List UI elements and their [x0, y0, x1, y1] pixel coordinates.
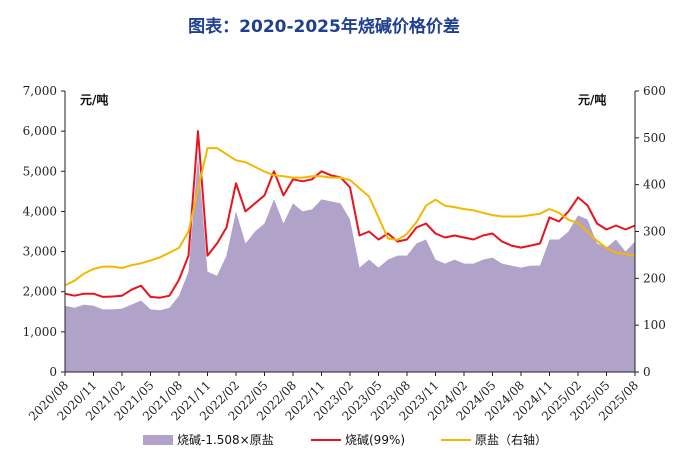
- right-tick-label: 500: [643, 131, 666, 145]
- left-tick-label: 0: [49, 365, 57, 379]
- line-series-path-1: [64, 130, 636, 299]
- left-tick-label: 6,000: [23, 124, 57, 138]
- line-series-path-2: [64, 147, 636, 287]
- legend-label: 烧碱(99%): [345, 433, 405, 447]
- area-series: [65, 155, 635, 372]
- left-tick-label: 5,000: [23, 164, 57, 178]
- right-tick-label: 400: [643, 178, 666, 192]
- left-axis-unit: 元/吨: [80, 92, 108, 107]
- legend-label: 原盐（右轴）: [475, 432, 547, 447]
- right-axis-unit: 元/吨: [578, 92, 606, 107]
- legend: 烧碱-1.508×原盐 烧碱(99%) 原盐（右轴）: [143, 432, 547, 447]
- right-tick-label: 300: [643, 225, 666, 239]
- left-tick-label: 1,000: [23, 325, 57, 339]
- chart-title: 图表：2020-2025年烧碱价格价差: [188, 16, 460, 37]
- right-axis-ticks: 0 100 200 300 400 500 600: [635, 84, 666, 379]
- left-tick-label: 4,000: [23, 204, 57, 218]
- left-tick-label: 2,000: [23, 285, 57, 299]
- left-axis-ticks: 0 1,000 2,000 3,000 4,000 5,000 6,000 7,000: [23, 84, 65, 379]
- legend-label: 烧碱-1.508×原盐: [177, 433, 274, 447]
- left-tick-label: 7,000: [23, 84, 57, 98]
- right-tick-label: 600: [643, 84, 666, 98]
- right-tick-label: 0: [643, 365, 651, 379]
- legend-swatch-area: [143, 435, 173, 445]
- line-series: [64, 130, 636, 299]
- area-series-path-0: [65, 155, 635, 372]
- x-axis-ticks: 2020/082020/112021/022021/052021/082021/…: [26, 372, 641, 423]
- right-tick-label: 100: [643, 318, 666, 332]
- right-tick-label: 200: [643, 271, 666, 285]
- left-tick-label: 3,000: [23, 245, 57, 259]
